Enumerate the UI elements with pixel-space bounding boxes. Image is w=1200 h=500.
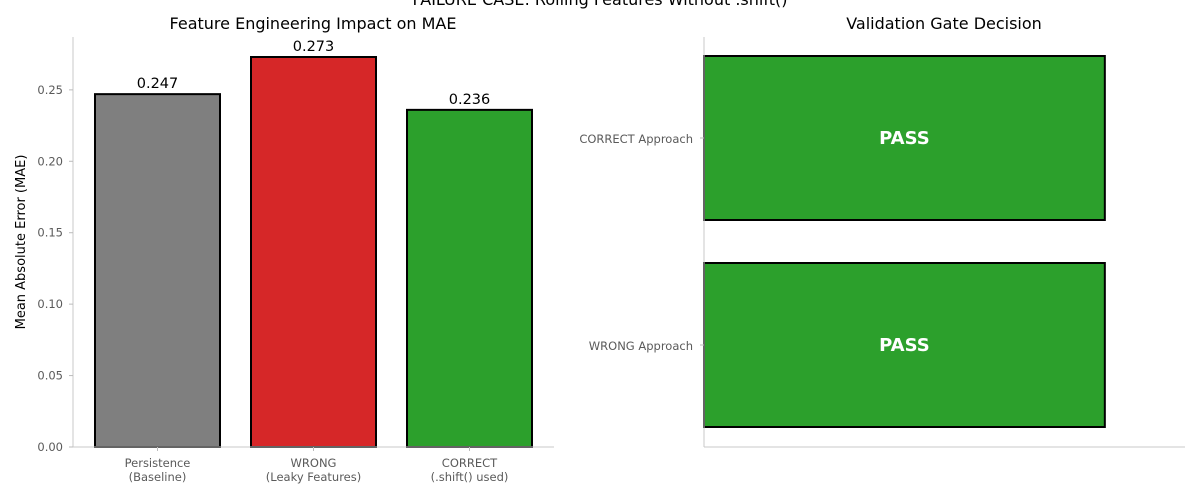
y-tick-label-0: 0.00 — [37, 440, 63, 454]
chart1-title: Feature Engineering Impact on MAE — [170, 14, 457, 33]
y-tick-label-3: 0.15 — [37, 226, 63, 240]
gate-bar-1 — [703, 262, 1106, 428]
x-tick-label-0-0: Persistence — [125, 456, 191, 470]
x-tick-label-1-1: (Leaky Features) — [266, 470, 361, 484]
gate-bar-label-0: PASS — [879, 128, 930, 149]
bar-value-label-0: 0.247 — [137, 76, 179, 92]
x-tick-label-2-0: CORRECT — [442, 456, 498, 470]
bar-1 — [250, 56, 377, 448]
bar-value-label-2: 0.236 — [449, 92, 491, 108]
figure-suptitle: FAILURE CASE: Rolling Features Without .… — [413, 0, 788, 9]
bar-value-label-1: 0.273 — [293, 39, 335, 55]
y-tick-label-2: 0.10 — [37, 297, 63, 311]
validation-gate-chart: Validation Gate Decision PASS PASS CORREC… — [579, 14, 1185, 448]
x-tick-label-1-0: WRONG — [291, 456, 337, 470]
gate-bar-label-1: PASS — [879, 335, 930, 356]
bar-0 — [94, 93, 221, 449]
x-tick-label-2-1: (.shift() used) — [431, 470, 509, 484]
mae-bar-chart: Feature Engineering Impact on MAE Mean A… — [14, 14, 554, 484]
x-tick-label-0-1: (Baseline) — [129, 470, 187, 484]
y-tick-label-1: 0.05 — [37, 369, 63, 383]
chart1-y-axis-label: Mean Absolute Error (MAE) — [14, 155, 29, 330]
bar-2 — [406, 108, 533, 448]
gate-bar-0 — [703, 55, 1106, 221]
gate-y-tick-label-0: CORRECT Approach — [579, 132, 693, 146]
chart2-title: Validation Gate Decision — [846, 14, 1042, 33]
gate-y-tick-label-1: WRONG Approach — [589, 339, 693, 353]
y-tick-label-4: 0.20 — [37, 154, 63, 168]
y-tick-label-5: 0.25 — [37, 83, 63, 97]
